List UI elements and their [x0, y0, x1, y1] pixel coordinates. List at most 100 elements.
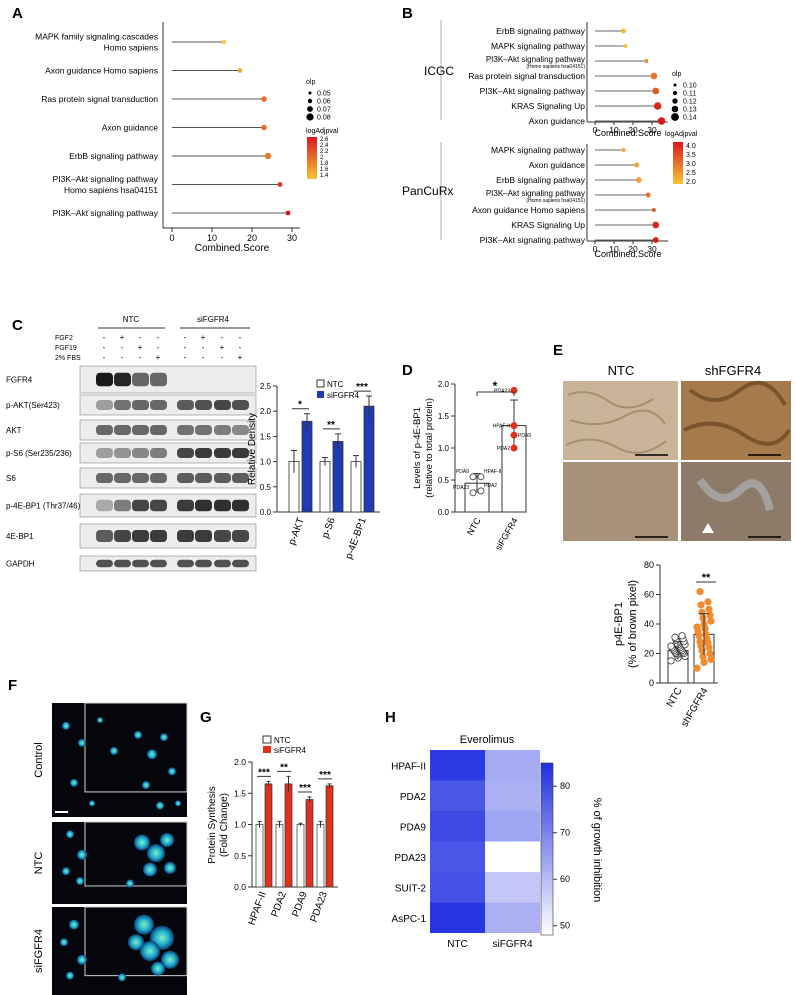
treatment-sign: - — [239, 343, 242, 352]
blot-band — [214, 530, 231, 542]
panel-b-x-ticks: 0 10 20 30 0 10 20 30 — [593, 122, 657, 254]
blot-band — [150, 448, 167, 458]
y-tick-label: 0.0 — [234, 882, 246, 892]
panel-g: G Protein Synthesis (Fold Change) 0.0 0.5 1.… — [200, 709, 338, 927]
blot-band — [177, 400, 194, 410]
treatment-sign: - — [103, 333, 106, 342]
blot-band — [195, 448, 212, 458]
y-axis-label: (Fold Change) — [219, 793, 230, 857]
data-point — [700, 658, 708, 666]
significance-mark: *** — [299, 783, 311, 794]
bar — [255, 824, 264, 888]
data-point — [707, 617, 715, 625]
pathway-label: MAPK family signaling cascades — [35, 32, 158, 42]
panel-g-legend-ntc-swatch — [262, 735, 272, 744]
panel-b-legend: olp 0.100.110.120.130.14 logAdjpval 4.0 3… — [665, 71, 698, 186]
data-point — [706, 649, 714, 658]
blot-label: p-S6 (Ser235/236) — [6, 449, 72, 458]
blot-band — [114, 530, 131, 542]
bar — [350, 461, 362, 513]
panel-c-y-label: Relative Density — [247, 413, 258, 485]
size-legend-dot — [307, 106, 313, 112]
blot-band — [132, 372, 149, 387]
blot-band — [114, 448, 131, 458]
blot-band — [214, 499, 231, 512]
cell-nucleus — [147, 749, 157, 760]
x-tick-label: PDA23 — [309, 890, 330, 924]
data-point-label: PDA9 — [456, 469, 469, 475]
significance-mark: * — [298, 400, 302, 411]
fluorescence-image — [52, 703, 187, 817]
cell-nucleus — [69, 919, 79, 930]
blot-band — [114, 559, 131, 568]
y-tick-label: 1.0 — [438, 444, 450, 453]
blot-band — [114, 473, 131, 483]
blot-band — [150, 559, 167, 568]
blot-band — [150, 372, 167, 387]
x-tick-label: 0 — [593, 244, 598, 254]
data-point — [678, 632, 686, 640]
x-tick-label: NTC — [665, 686, 685, 709]
cell-nucleus — [143, 862, 157, 877]
heatmap-cell — [485, 872, 540, 903]
cell-nucleus — [142, 781, 150, 790]
color-legend-tick: 3.0 — [686, 161, 696, 168]
treatment-sign: - — [157, 333, 160, 342]
x-tick-label: 0 — [593, 125, 598, 135]
y-axis-label: (% of brown pixel) — [627, 580, 639, 668]
color-legend-tick: 1.8 — [320, 161, 329, 167]
data-point — [477, 487, 485, 495]
pathway-label: Ras protein signal transduction — [468, 71, 585, 81]
blot-label: FGFR4 — [6, 376, 33, 385]
panel-a-x-ticks: 0 10 20 30 — [169, 228, 297, 243]
blot-band — [195, 425, 212, 435]
blot-band — [232, 448, 249, 458]
blot-band — [96, 559, 113, 568]
blot-band — [114, 400, 131, 410]
panel-c-group-sifgfr4: siFGFR4 — [197, 315, 230, 324]
blot-band — [150, 400, 167, 410]
color-legend-tick: 4.0 — [686, 143, 696, 150]
data-point — [667, 657, 675, 665]
heatmap-cell — [430, 750, 485, 781]
y-tick-label: 1.0 — [260, 458, 272, 467]
cell-nucleus — [118, 973, 126, 982]
panel-g-legend-sifgfr4-swatch — [263, 746, 271, 753]
bar — [296, 824, 305, 888]
panel-a-x-label: Combined.Score — [195, 243, 270, 254]
heatmap-cell — [430, 780, 485, 811]
y-tick-label: 20 — [644, 649, 654, 659]
cell-nucleus — [70, 778, 78, 787]
blot-band — [96, 473, 113, 483]
panel-g-legend: NTC siFGFR4 — [262, 735, 307, 755]
panel-e-bar-chart: p4E-BP1 (% of brown pixel)020406080NTCshF… — [613, 560, 716, 729]
panel-e: E NTC shFGFR4 p4E-BP1 (% of brown pixel) 0… — [553, 342, 791, 729]
blot-band — [214, 400, 231, 410]
color-legend-tick: 2.0 — [686, 179, 696, 186]
size-legend-label: 0.05 — [317, 91, 331, 98]
y-tick-label: 1.0 — [234, 820, 246, 830]
panel-a-legend-size-title: olp — [306, 79, 315, 86]
y-axis-label: Protein Synthesis — [207, 786, 218, 864]
cell-nucleus — [89, 800, 95, 807]
treatment-label: 2% FBS — [55, 355, 81, 362]
y-tick-label: 0 — [649, 678, 654, 688]
bar — [316, 824, 325, 888]
lollipop-dot — [652, 87, 660, 95]
heatmap-cell — [430, 902, 485, 933]
panel-h-heatmap: HPAF-II PDA2 PDA9 PDA23 SUIT-2 AsPC-1 NTC siFGF… — [391, 750, 570, 950]
lollipop-dot — [261, 96, 267, 102]
blot-band — [214, 425, 231, 435]
lollipop-dot — [644, 59, 649, 63]
blot-band — [96, 425, 113, 435]
treatment-sign: - — [184, 333, 187, 342]
panel-b-pancurx-x-label: Combined.Score — [594, 249, 661, 259]
blot-band — [132, 530, 149, 542]
panel-g-letter: G — [200, 709, 212, 726]
color-legend-tick: 2.6 — [320, 137, 329, 143]
panel-b-icgc-x-label: Combined.Score — [594, 128, 661, 138]
significance-mark: *** — [356, 382, 368, 393]
panel-g-legend-ntc: NTC — [274, 736, 291, 745]
blot-band — [214, 559, 231, 568]
pathway-label: ErbB signaling pathway — [496, 175, 586, 185]
